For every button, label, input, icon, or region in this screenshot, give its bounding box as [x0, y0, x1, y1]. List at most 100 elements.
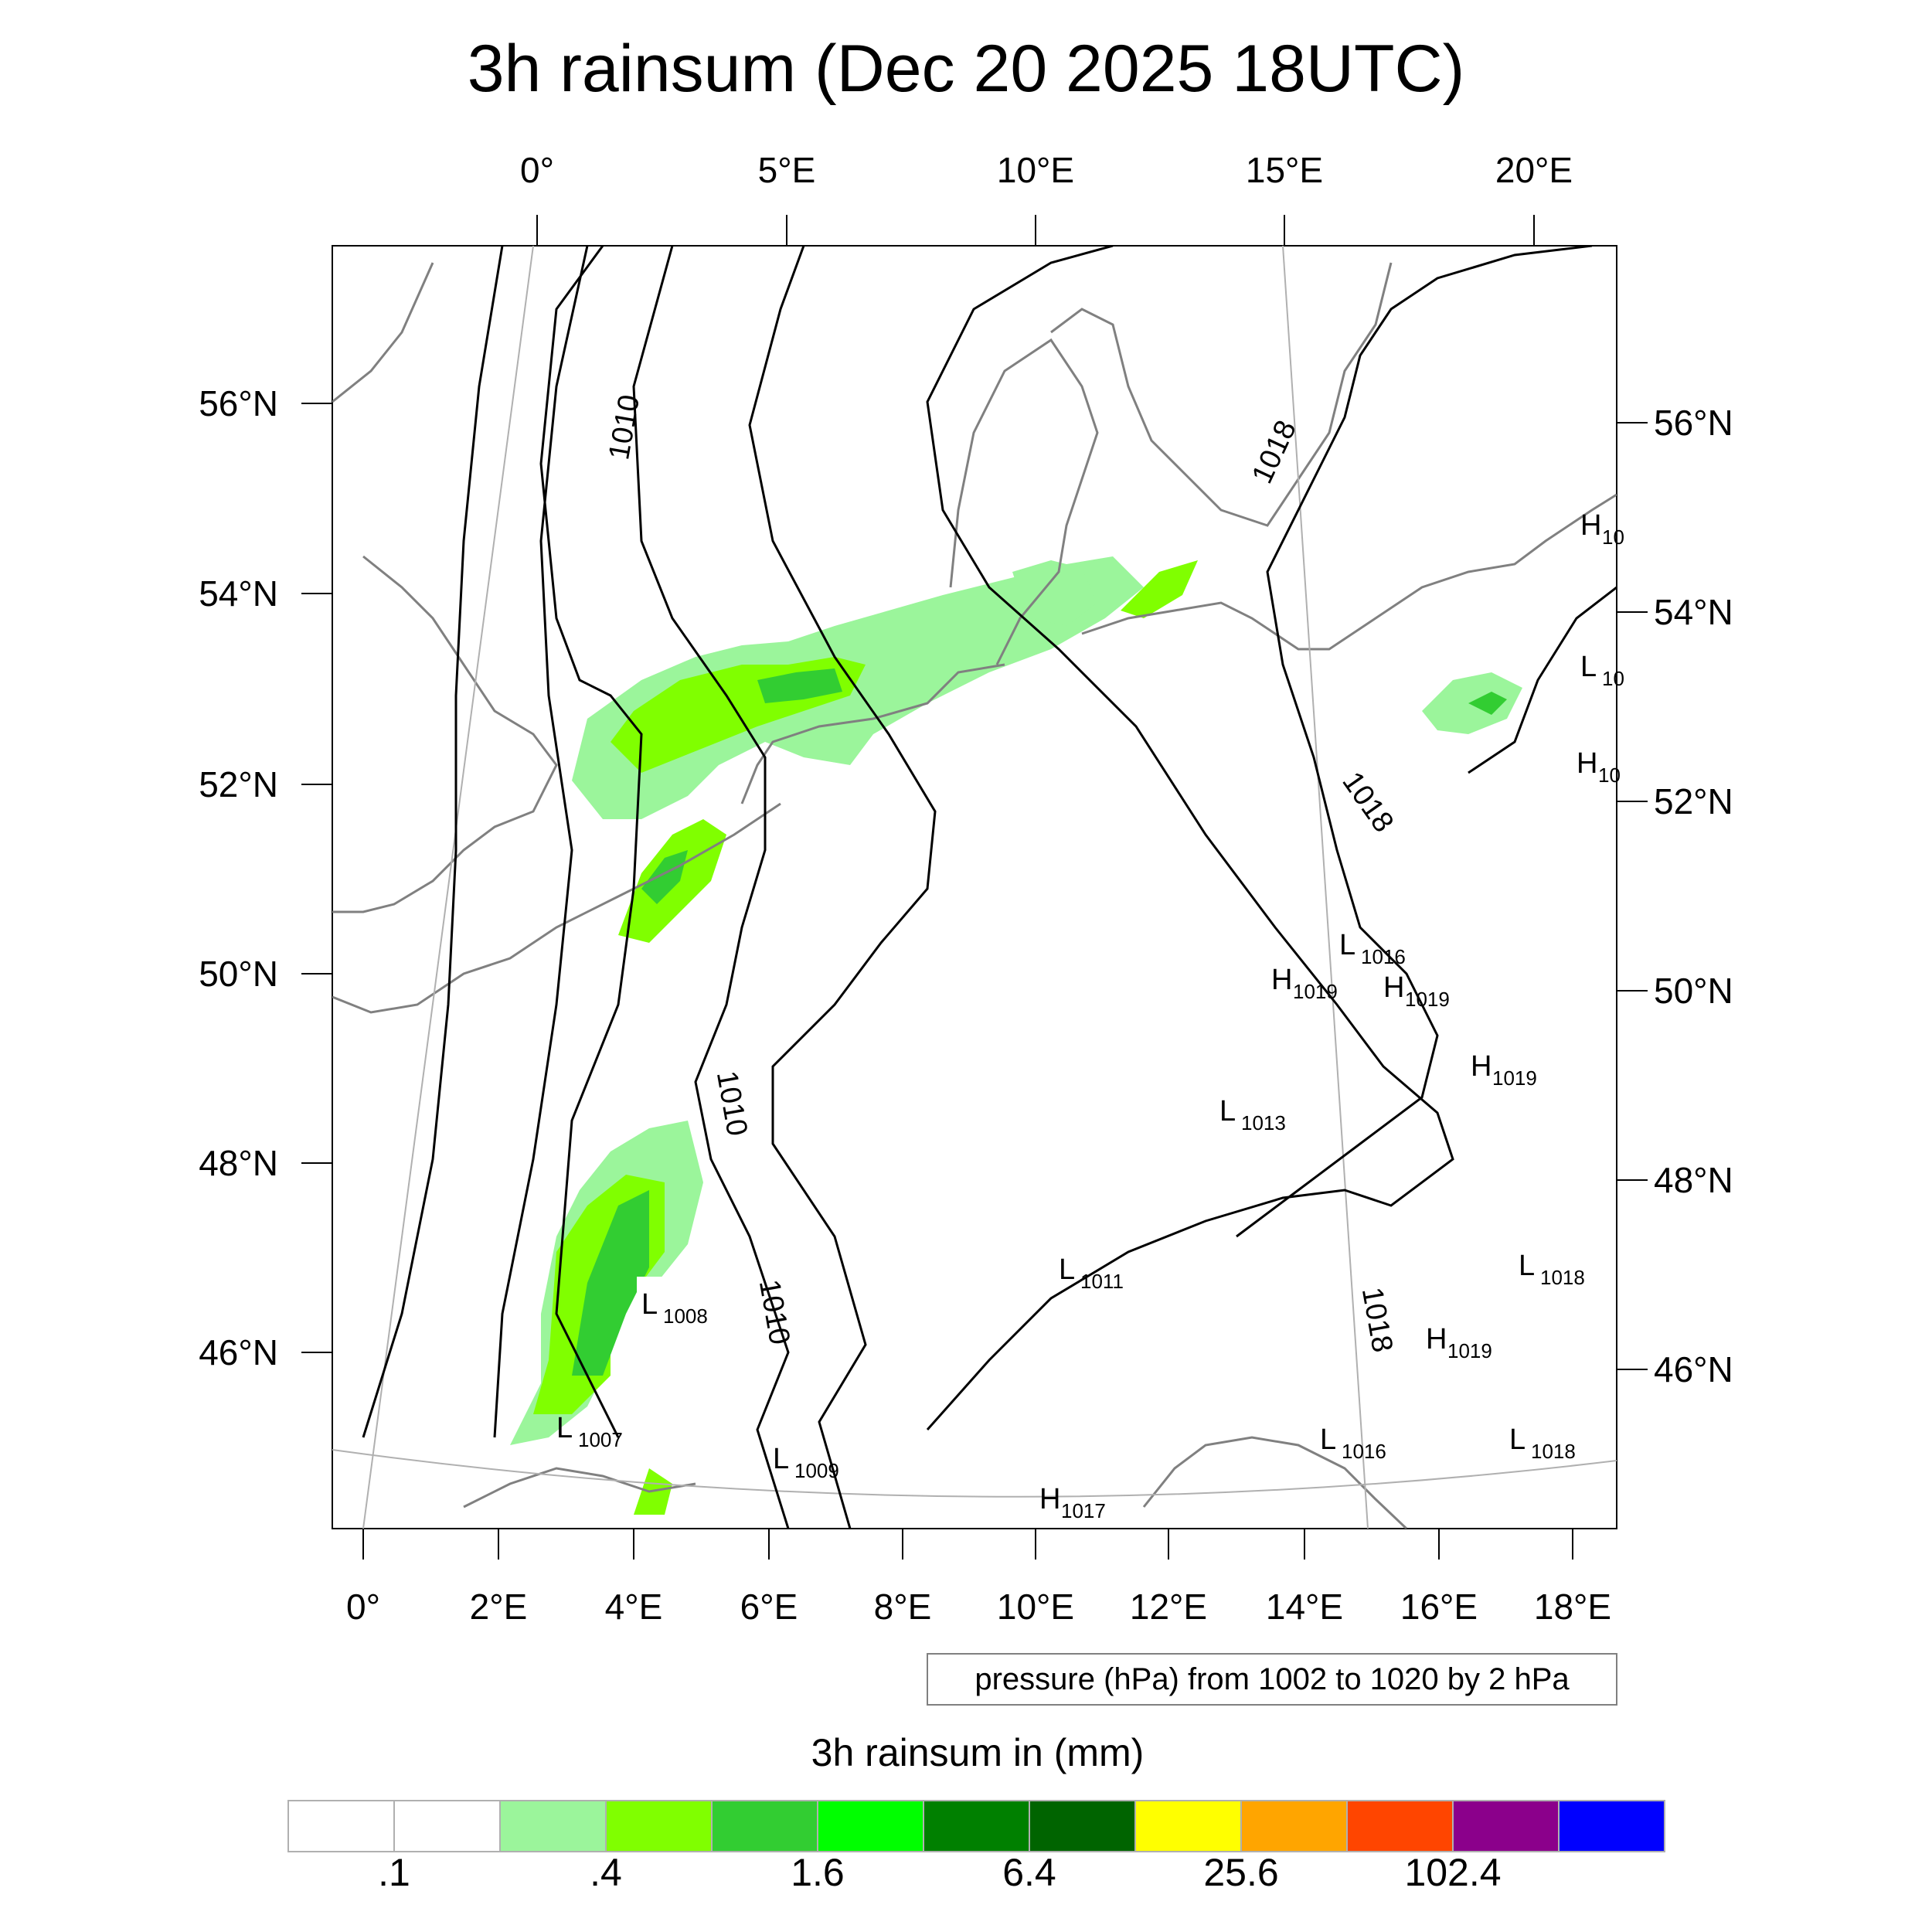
coast-adriatic: [1142, 1436, 1408, 1529]
meridian-15e: [1282, 246, 1369, 1529]
meridian-0: [362, 246, 534, 1529]
parallel-45n: [332, 1449, 1617, 1498]
coast-scandinavia: [1050, 262, 1393, 527]
pressure-center: L 1016: [1320, 1423, 1386, 1463]
isobar-a: [362, 246, 504, 1438]
tick-label: 54°N: [199, 573, 278, 614]
center-value: 1018: [1540, 1266, 1585, 1289]
tick-label: 20°E: [1495, 150, 1573, 190]
colorbar-box: [393, 1800, 501, 1852]
colorbar-label: 25.6: [1203, 1851, 1278, 1894]
rain-band-north: [572, 556, 1144, 819]
colorbar-box: [1029, 1800, 1136, 1852]
colorbar-label: 1.6: [791, 1851, 845, 1894]
pressure-center: L 1018: [1519, 1250, 1585, 1289]
pressure-center: H 1019: [1271, 964, 1338, 1003]
colorbar-box: [287, 1800, 395, 1852]
center-value: 10: [1602, 526, 1624, 549]
colorbar-box: [923, 1800, 1030, 1852]
colorbar-label: 6.4: [1002, 1851, 1056, 1894]
center-value: 1016: [1342, 1440, 1386, 1463]
center-value: 1011: [1080, 1270, 1124, 1293]
colorbar-box: [711, 1800, 818, 1852]
tick-label: 12°E: [1130, 1587, 1207, 1627]
label-background: [637, 1277, 730, 1331]
center-type: L: [1219, 1095, 1236, 1128]
pressure-center: L 10: [1580, 651, 1624, 690]
tick-label: 10°E: [997, 1587, 1074, 1627]
center-value: 1018: [1531, 1440, 1576, 1463]
center-value: 1016: [1361, 945, 1406, 968]
colorbar-labels: .1 .4 1.6 6.4 25.6 102.4: [378, 1851, 1501, 1894]
center-type: H: [1471, 1050, 1492, 1083]
pressure-center: H 1019: [1426, 1323, 1492, 1362]
bottom-lon-labels: 0° 2°E 4°E 6°E 8°E 10°E 12°E 14°E 16°E 1…: [346, 1587, 1611, 1627]
tick-label: 56°N: [1654, 403, 1733, 443]
tick-label: 48°N: [199, 1143, 278, 1183]
precip-areas: [510, 556, 1522, 1515]
tick-label: 14°E: [1266, 1587, 1343, 1627]
rain-baltic: [1121, 560, 1198, 618]
tick-label: 52°N: [1654, 781, 1733, 821]
tick-label: 2°E: [470, 1587, 528, 1627]
pressure-center: H 1017: [1039, 1483, 1106, 1522]
tick-label: 8°E: [874, 1587, 932, 1627]
pressure-center: L 1016: [1339, 929, 1406, 968]
tick-label: 0°: [520, 150, 554, 190]
tick-label: 10°E: [997, 150, 1074, 190]
colorbar-box: [817, 1800, 924, 1852]
graticule: [332, 246, 1617, 1529]
center-type: L: [1509, 1423, 1526, 1456]
colorbar-box: [1240, 1800, 1348, 1852]
left-lat-labels: 56°N 54°N 52°N 50°N 48°N 46°N: [199, 383, 278, 1372]
isobar-f: [926, 246, 1454, 1430]
pressure-center: L 1013: [1219, 1095, 1286, 1134]
pressure-center: H 1019: [1471, 1050, 1537, 1090]
center-value: 10: [1598, 764, 1621, 787]
center-type: H: [1383, 971, 1404, 1004]
pressure-center: L 1007: [556, 1412, 623, 1451]
colorbar-title: 3h rainsum in (mm): [811, 1731, 1145, 1774]
center-value: 1019: [1492, 1066, 1537, 1090]
map-content: 1010 1010 1010 1018 1018 1018 L 1008 L 1…: [332, 246, 1624, 1529]
tick-label: 4°E: [605, 1587, 663, 1627]
colorbar-box: [1346, 1800, 1454, 1852]
isobar-g: [1236, 246, 1593, 1238]
center-type: H: [1039, 1483, 1060, 1515]
tick-label: 6°E: [740, 1587, 798, 1627]
center-type: L: [1580, 651, 1597, 683]
tick-label: 18°E: [1534, 1587, 1611, 1627]
isobars: [362, 246, 1617, 1529]
map-frame: [332, 245, 1617, 1529]
colorbar-label: 102.4: [1404, 1851, 1501, 1894]
colorbar-box: [1558, 1800, 1665, 1852]
center-type: L: [641, 1288, 658, 1321]
tick-label: 56°N: [199, 383, 278, 423]
coast-britain: [332, 262, 558, 913]
coast-mediterranean: [463, 1467, 696, 1509]
tick-label: 16°E: [1400, 1587, 1478, 1627]
top-lon-labels: 0° 5°E 10°E 15°E 20°E: [520, 150, 1573, 190]
colorbar-boxes: [287, 1800, 1665, 1852]
tick-label: 48°N: [1654, 1160, 1733, 1200]
center-value: 1009: [794, 1459, 839, 1482]
pressure-centers: L 1008 L 1007 L 1009 L 1011 L 1013 L 101…: [556, 509, 1624, 1522]
center-type: H: [1426, 1323, 1447, 1355]
pressure-center: L 1011: [1059, 1253, 1124, 1293]
colorbar-label: .1: [378, 1851, 410, 1894]
center-type: H: [1580, 509, 1601, 542]
map-title: 3h rainsum (Dec 20 2025 18UTC): [468, 32, 1465, 106]
center-value: 1019: [1405, 988, 1450, 1011]
tick-label: 15°E: [1246, 150, 1323, 190]
tick-label: 46°N: [199, 1332, 278, 1372]
rain-denmark: [1012, 560, 1097, 626]
isobar-c: [539, 246, 643, 1438]
isobar-d: [632, 246, 790, 1529]
colorbar-box: [499, 1800, 607, 1852]
center-value: 1013: [1241, 1111, 1286, 1134]
contour-info-text: pressure (hPa) from 1002 to 1020 by 2 hP…: [975, 1662, 1570, 1696]
tick-label: 50°N: [199, 954, 278, 994]
contour-info-box: [927, 1653, 1617, 1706]
center-type: H: [1271, 964, 1292, 996]
tick-label: 5°E: [758, 150, 816, 190]
